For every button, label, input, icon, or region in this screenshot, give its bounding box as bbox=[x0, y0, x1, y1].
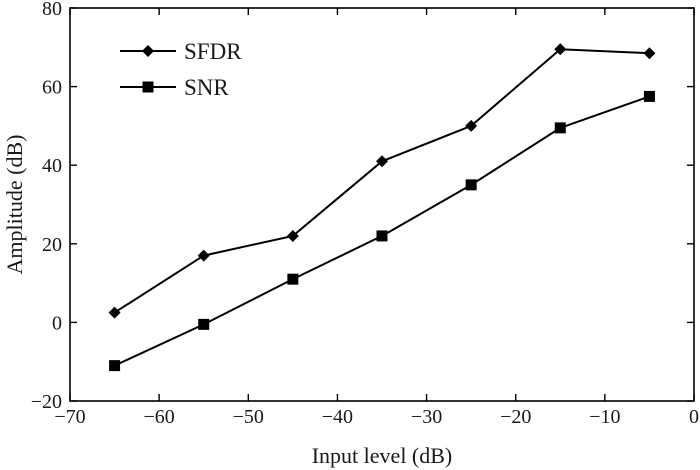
sfdr-point bbox=[554, 43, 567, 56]
x-tick-label: −70 bbox=[54, 406, 85, 428]
y-tick-label: −20 bbox=[31, 391, 62, 413]
y-tick-label: 0 bbox=[52, 312, 62, 334]
snr-point bbox=[465, 179, 477, 191]
x-tick-label: −60 bbox=[144, 406, 175, 428]
sfdr-point bbox=[465, 119, 478, 132]
axis-ticks bbox=[69, 7, 695, 402]
snr-point bbox=[198, 318, 210, 330]
x-tick-label: −30 bbox=[411, 406, 442, 428]
legend-marker-sfdr bbox=[142, 45, 154, 57]
legend-marker-snr bbox=[142, 81, 154, 93]
legend-item-snr: SNR bbox=[120, 75, 229, 100]
plot-area bbox=[69, 7, 695, 402]
y-tick-label: 20 bbox=[42, 234, 62, 256]
y-tick-label: 40 bbox=[42, 155, 62, 177]
plot-border bbox=[69, 7, 695, 402]
series-snr bbox=[109, 90, 655, 372]
x-tick-label: −20 bbox=[500, 406, 531, 428]
snr-point bbox=[643, 90, 655, 102]
sfdr-point bbox=[286, 229, 299, 242]
legend-label-sfdr: SFDR bbox=[184, 39, 242, 64]
snr-point bbox=[287, 273, 299, 285]
tick-labels: −70 −60 −50 −40 −30 −20 −10 0 −20 0 20 40 60 80 bbox=[31, 0, 699, 428]
legend-label-snr: SNR bbox=[184, 75, 229, 100]
sfdr-point bbox=[376, 155, 388, 168]
snr-point bbox=[109, 360, 121, 372]
y-tick-label: 80 bbox=[42, 0, 62, 20]
legend-item-sfdr: SFDR bbox=[120, 39, 242, 64]
x-tick-label: 0 bbox=[689, 406, 699, 428]
snr-point bbox=[376, 230, 388, 242]
legend: SFDR SNR bbox=[120, 39, 242, 100]
y-axis-label: Amplitude (dB) bbox=[2, 135, 27, 275]
x-tick-label: −50 bbox=[233, 406, 264, 428]
sfdr-point bbox=[197, 249, 210, 262]
x-tick-label: −40 bbox=[322, 406, 353, 428]
snr-point bbox=[554, 122, 566, 134]
x-axis-label: Input level (dB) bbox=[312, 443, 453, 468]
series-sfdr bbox=[108, 43, 656, 319]
y-tick-label: 60 bbox=[42, 77, 62, 99]
x-tick-label: −10 bbox=[589, 406, 620, 428]
sfdr-point bbox=[108, 306, 121, 319]
sfdr-point bbox=[643, 47, 656, 60]
series-layer bbox=[108, 43, 656, 372]
